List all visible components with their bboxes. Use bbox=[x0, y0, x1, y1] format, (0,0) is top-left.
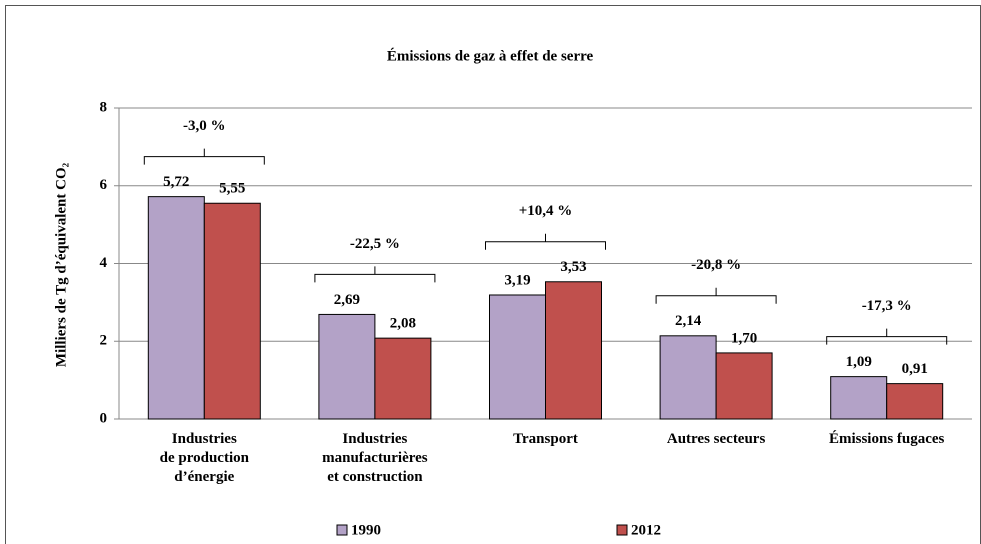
y-tick-label: 4 bbox=[100, 255, 108, 271]
value-label: 1,09 bbox=[846, 354, 872, 370]
value-label: 2,69 bbox=[334, 292, 360, 308]
legend-swatch bbox=[616, 524, 628, 536]
x-tick-label: Industries de production d’énergie bbox=[159, 431, 249, 485]
y-axis-label: Milliers de Tg d’équivalent CO₂ bbox=[53, 162, 69, 367]
x-tick-label: Industries manufacturières et constructi… bbox=[322, 431, 428, 485]
value-label: 2,08 bbox=[390, 316, 416, 332]
annotation: -20,8 % bbox=[691, 257, 741, 273]
bar bbox=[203, 202, 261, 420]
bar bbox=[489, 294, 546, 420]
annotation: -3,0 % bbox=[183, 118, 226, 134]
brace bbox=[143, 148, 265, 165]
value-label: 3,53 bbox=[560, 259, 586, 275]
value-label: 1,70 bbox=[731, 330, 757, 346]
chart-title: Émissions de gaz à effet de serre bbox=[387, 47, 594, 64]
value-label: 2,14 bbox=[675, 313, 702, 329]
bar bbox=[715, 352, 773, 420]
value-label: 0,91 bbox=[902, 361, 928, 377]
bar bbox=[659, 335, 717, 420]
bar bbox=[147, 196, 205, 420]
annotation: -22,5 % bbox=[350, 236, 400, 252]
brace bbox=[485, 233, 606, 250]
x-tick-label: Autres secteurs bbox=[666, 431, 766, 447]
bar bbox=[374, 337, 432, 420]
x-tick-label: Émissions fugaces bbox=[828, 431, 945, 447]
bar bbox=[830, 376, 888, 420]
legend-label: 1990 bbox=[351, 522, 381, 538]
y-tick-label: 0 bbox=[100, 410, 108, 426]
y-tick-label: 2 bbox=[100, 333, 108, 349]
legend-swatch bbox=[336, 524, 348, 536]
brace bbox=[655, 287, 777, 304]
legend-label: 2012 bbox=[631, 522, 661, 538]
annotation: +10,4 % bbox=[519, 203, 573, 219]
value-label: 5,72 bbox=[163, 174, 189, 190]
y-tick-label: 8 bbox=[100, 99, 108, 115]
brace bbox=[314, 266, 436, 283]
bar bbox=[886, 383, 944, 420]
brace bbox=[826, 328, 948, 345]
x-tick-label: Transport bbox=[513, 431, 578, 447]
value-label: 5,55 bbox=[219, 181, 245, 197]
value-label: 3,19 bbox=[504, 272, 530, 288]
bar bbox=[318, 313, 376, 420]
y-tick-label: 6 bbox=[100, 177, 108, 193]
annotation: -17,3 % bbox=[862, 298, 912, 314]
bar bbox=[545, 281, 602, 420]
